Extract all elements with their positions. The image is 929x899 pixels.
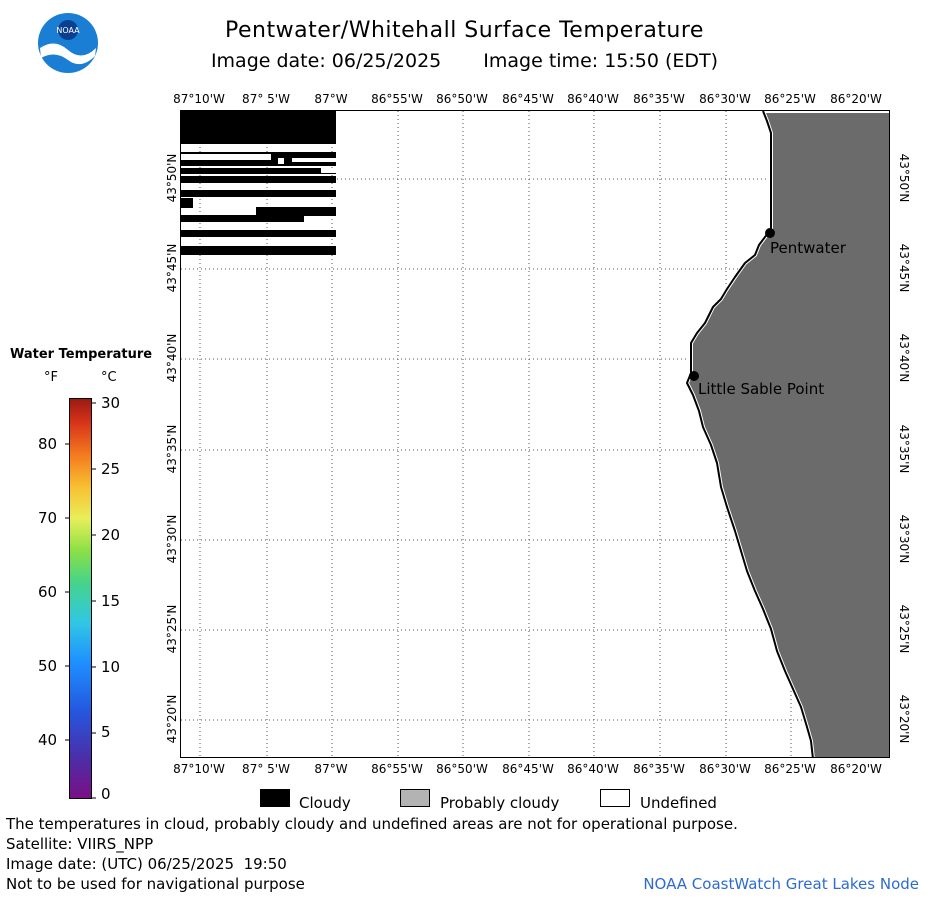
- temperature-color-bar: [69, 398, 92, 799]
- temperature-legend-title: Water Temperature: [10, 347, 153, 362]
- c-tick: 10: [101, 658, 121, 676]
- land-area: [685, 111, 889, 757]
- lat-label-right: 43°50'N: [897, 153, 911, 203]
- legend-label-undefined: Undefined: [640, 794, 717, 812]
- lat-label-right: 43°45'N: [897, 243, 911, 293]
- lon-label-bottom: 86°25'W: [764, 762, 816, 776]
- pentwater-marker: [765, 228, 775, 238]
- lat-label-right: 43°35'N: [897, 424, 911, 474]
- lat-label-left: 43°45'N: [165, 243, 179, 293]
- c-tick: 25: [101, 460, 121, 478]
- lat-label-left: 43°50'N: [165, 153, 179, 203]
- f-tick: 60: [38, 583, 58, 601]
- lat-label-right: 43°25'N: [897, 604, 911, 654]
- footer-disclaimer: The temperatures in cloud, probably clou…: [6, 815, 738, 833]
- lon-label-bottom: 86°55'W: [371, 762, 423, 776]
- footer-utc-date: Image date: (UTC) 06/25/2025 19:50: [6, 855, 287, 873]
- lon-label-top: 86°20'W: [830, 92, 882, 106]
- legend-label-probably-cloudy: Probably cloudy: [440, 794, 560, 812]
- noaa-logo-icon: NOAA: [37, 12, 99, 74]
- lon-label-top: 86°30'W: [699, 92, 751, 106]
- lon-label-top: 87°10'W: [173, 92, 225, 106]
- lon-label-bottom: 86°45'W: [502, 762, 554, 776]
- place-label-little-sable-point: Little Sable Point: [698, 380, 825, 398]
- cloud-gaps: [181, 154, 336, 173]
- legend-swatch-probably-cloudy: [400, 789, 430, 807]
- lon-label-top: 86°55'W: [371, 92, 423, 106]
- image-datetime: Image date: 06/25/2025 Image time: 15:50 …: [0, 50, 929, 72]
- lon-label-bottom: 86°35'W: [633, 762, 685, 776]
- c-tick: 30: [101, 394, 121, 412]
- place-label-pentwater: Pentwater: [770, 239, 846, 257]
- lon-label-top: 86°50'W: [436, 92, 488, 106]
- c-tick: 5: [101, 723, 111, 741]
- f-tick: 80: [38, 435, 58, 453]
- lat-label-right: 43°40'N: [897, 333, 911, 383]
- f-tick: 70: [38, 509, 58, 527]
- c-tick: 15: [101, 592, 121, 610]
- lon-label-top: 86°35'W: [633, 92, 685, 106]
- map-title: Pentwater/Whitehall Surface Temperature: [225, 18, 704, 43]
- lon-label-bottom: 86°50'W: [436, 762, 488, 776]
- color-bar-ticks: [65, 402, 96, 799]
- lon-label-top: 87°W: [314, 92, 348, 106]
- legend-swatch-cloudy: [260, 789, 290, 807]
- footer-navigation-warning: Not to be used for navigational purpose: [6, 875, 305, 893]
- lat-label-left: 43°35'N: [165, 424, 179, 474]
- lon-label-top: 86°40'W: [567, 92, 619, 106]
- lat-label-left: 43°20'N: [165, 694, 179, 744]
- lon-label-bottom: 86°40'W: [567, 762, 619, 776]
- image-date: Image date: 06/25/2025: [210, 50, 442, 72]
- footer-credit: NOAA CoastWatch Great Lakes Node: [643, 875, 919, 893]
- lon-label-bottom: 87° 5'W: [242, 762, 290, 776]
- lat-label-left: 43°25'N: [165, 604, 179, 654]
- unit-fahrenheit: °F: [44, 370, 58, 385]
- lat-label-left: 43°30'N: [165, 514, 179, 564]
- lon-label-top: 86°25'W: [764, 92, 816, 106]
- map-canvas: [181, 111, 889, 757]
- c-tick: 0: [101, 785, 111, 803]
- little-sable-point-marker: [689, 371, 699, 381]
- lon-label-bottom: 87°10'W: [173, 762, 225, 776]
- lat-label-left: 43°40'N: [165, 333, 179, 383]
- f-tick: 40: [38, 731, 58, 749]
- shoreline: [686, 111, 814, 757]
- footer-satellite: Satellite: VIIRS_NPP: [6, 835, 154, 853]
- map-panel: Pentwater Little Sable Point: [180, 110, 890, 758]
- lon-label-top: 86°45'W: [502, 92, 554, 106]
- unit-celsius: °C: [101, 370, 117, 385]
- image-time: Image time: 15:50 (EDT): [483, 50, 719, 72]
- lon-label-bottom: 87°W: [314, 762, 348, 776]
- cloud-mask: [181, 111, 336, 255]
- f-tick: 50: [38, 657, 58, 675]
- legend-label-cloudy: Cloudy: [299, 794, 351, 812]
- lon-label-top: 87° 5'W: [242, 92, 290, 106]
- lat-label-right: 43°20'N: [897, 694, 911, 744]
- lon-label-bottom: 86°20'W: [830, 762, 882, 776]
- legend-swatch-undefined: [600, 789, 630, 807]
- lat-label-right: 43°30'N: [897, 514, 911, 564]
- noaa-logo-text: NOAA: [56, 26, 80, 35]
- lon-label-bottom: 86°30'W: [699, 762, 751, 776]
- c-tick: 20: [101, 526, 121, 544]
